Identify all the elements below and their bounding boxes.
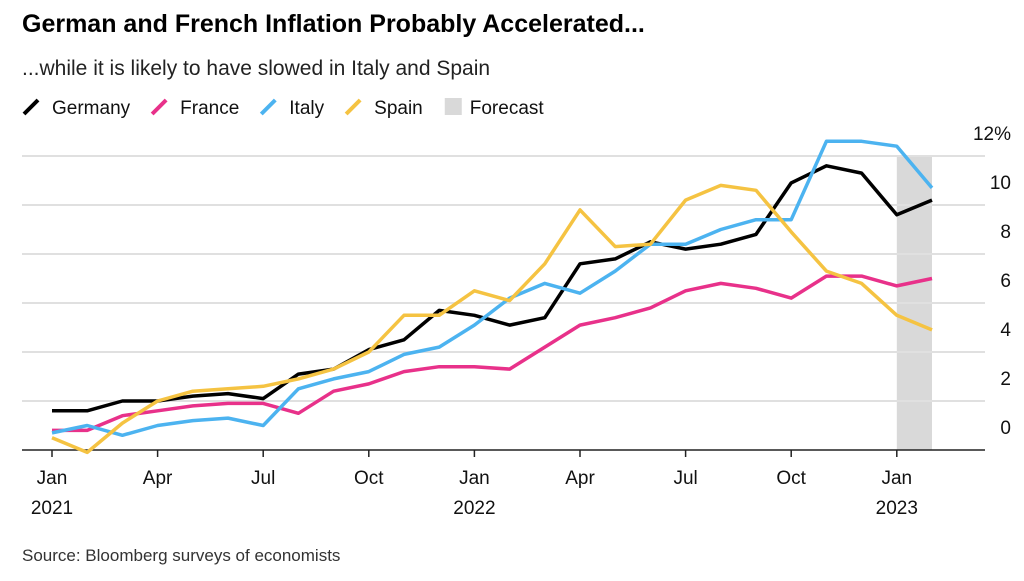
legend-label: Spain <box>374 98 423 119</box>
series-line <box>51 183 933 455</box>
x-tick-label: Jan 2022 <box>453 468 496 519</box>
chart-subtitle: ...while it is likely to have slowed in … <box>22 57 490 80</box>
series-line <box>51 139 934 438</box>
x-tick-label: Jan 2023 <box>875 468 918 519</box>
chart-title: German and French Inflation Probably Acc… <box>22 10 645 38</box>
y-tick-label: 4 <box>1000 320 1011 341</box>
x-tick-label: Jan 2021 <box>30 468 74 519</box>
x-tick-label: Oct <box>776 468 806 489</box>
y-tick-label: 0 <box>1000 418 1011 439</box>
series-line <box>52 164 933 413</box>
y-tick-label: 12% <box>973 124 1011 145</box>
legend-swatch <box>22 98 40 116</box>
y-tick-label: 10 <box>990 173 1011 194</box>
legend-label: Germany <box>52 98 131 119</box>
x-tick-label: Jul <box>251 468 276 489</box>
legend-swatch <box>150 98 168 116</box>
y-tick-label: 6 <box>1000 271 1011 292</box>
y-tick-label: 2 <box>1000 369 1011 390</box>
x-tick-label: Jul <box>673 468 698 489</box>
legend-label: Forecast <box>470 98 545 119</box>
y-tick-label: 8 <box>1000 222 1011 243</box>
series-line <box>52 274 933 433</box>
source: Source: Bloomberg surveys of economists <box>22 546 340 565</box>
x-tick-label: Apr <box>142 468 173 489</box>
legend-swatch <box>444 98 462 115</box>
legend-swatch <box>344 98 362 116</box>
x-tick-label: Apr <box>565 468 595 489</box>
legend-label: France <box>180 98 239 119</box>
legend-swatch <box>259 98 277 116</box>
legend-label: Italy <box>289 98 324 119</box>
x-tick-label: Oct <box>354 468 384 489</box>
